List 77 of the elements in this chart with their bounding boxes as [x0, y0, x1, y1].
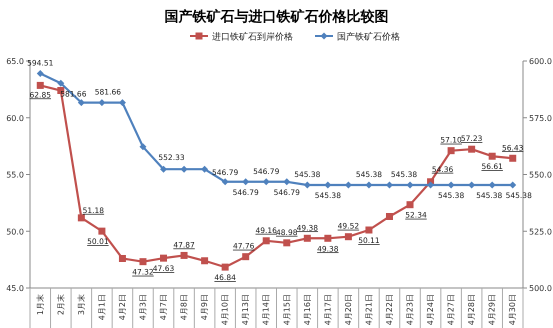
point: [139, 143, 146, 150]
point: [509, 154, 516, 162]
point: [488, 152, 496, 160]
point: [468, 146, 476, 153]
y2-tick-label: 525.0: [529, 227, 552, 236]
point: [222, 178, 229, 186]
point: [36, 82, 44, 89]
x-tick-label: 4月2日: [118, 294, 127, 320]
point: [304, 181, 311, 188]
x-tick-label: 4月14日: [262, 294, 271, 326]
point: [78, 214, 85, 222]
point: [262, 237, 270, 244]
point: [180, 252, 188, 259]
x-tick-label: 1月末: [36, 294, 45, 316]
point: [344, 233, 352, 240]
x-tick-label: 4月3日: [138, 294, 148, 320]
point: [180, 166, 188, 173]
x-tick-label: 4月17日: [323, 294, 332, 326]
point: [448, 147, 455, 154]
point: [262, 178, 270, 186]
x-tick-label: 4月30日: [508, 294, 518, 326]
point: [365, 226, 372, 234]
x-tick-label: 4月24日: [426, 294, 436, 326]
x-tick-label: 4月16日: [302, 294, 312, 326]
y2-tick-label: 500.0: [529, 284, 552, 293]
x-tick-label: 4月1日: [97, 294, 106, 320]
point: [509, 181, 516, 188]
point: [283, 178, 290, 186]
y-tick-label: 50.0: [6, 227, 24, 236]
point: [283, 239, 290, 246]
point: [324, 234, 332, 242]
x-tick-label: 4月10日: [220, 294, 230, 326]
point: [406, 201, 414, 208]
y-tick-label: 45.0: [6, 284, 24, 293]
x-tick-label: 4月7日: [159, 294, 168, 320]
point: [139, 258, 146, 266]
point: [98, 228, 106, 235]
x-tick-label: 4月27日: [446, 294, 456, 326]
x-tick-label: 4月8日: [180, 294, 189, 320]
point: [324, 181, 332, 188]
legend-label: 国产铁矿石价格: [337, 32, 400, 42]
point: [201, 166, 208, 173]
point: [201, 257, 208, 264]
chart-title: 国产铁矿石与进口铁矿石价格比较图: [164, 8, 388, 25]
point: [468, 181, 476, 188]
x-tick-label: 4月29日: [488, 294, 497, 326]
point: [118, 254, 126, 262]
legend-label: 进口铁矿石到岸价格: [212, 32, 293, 42]
point: [160, 166, 168, 173]
point: [242, 253, 250, 260]
x-tick-label: 4月21日: [364, 294, 374, 326]
y-tick-label: 65.0: [6, 57, 24, 66]
x-tick-label: 4月13日: [241, 294, 250, 326]
point: [78, 99, 85, 106]
point: [304, 234, 311, 242]
point: [36, 70, 44, 77]
x-tick-label: 4月20日: [344, 294, 353, 326]
y-tick-label: 55.0: [6, 170, 24, 180]
x-tick-label: 4月15日: [282, 294, 292, 326]
x-tick-label: 4月22日: [384, 294, 394, 326]
y2-tick-label: 600.0: [529, 57, 552, 66]
point: [386, 212, 393, 220]
point: [242, 178, 250, 186]
y2-tick-label: 550.0: [529, 170, 552, 180]
x-tick-label: 4月23日: [406, 294, 415, 326]
point: [160, 254, 168, 262]
x-tick-label: 4月9日: [200, 294, 210, 320]
x-tick-label: 2月末: [56, 294, 66, 316]
y2-tick-label: 575.0: [529, 114, 552, 123]
point: [488, 181, 496, 188]
point: [222, 264, 229, 271]
x-tick-label: 4月28日: [467, 294, 476, 326]
point: [57, 80, 64, 87]
y-tick-label: 60.0: [6, 114, 24, 123]
point: [118, 99, 126, 106]
x-tick-label: 3月末: [76, 294, 86, 316]
point: [98, 99, 106, 106]
